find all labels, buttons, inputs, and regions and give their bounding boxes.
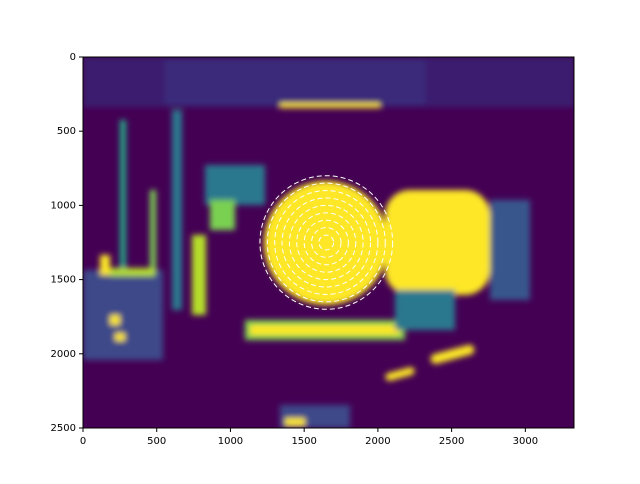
dashed-circle: [303, 219, 349, 266]
x-tick-label: 2000: [365, 436, 390, 447]
dashed-circle: [281, 197, 372, 288]
x-tick-label: 3000: [513, 436, 538, 447]
x-tick-label: 500: [147, 436, 166, 447]
dashed-circle: [274, 190, 379, 295]
y-tick-label: 2000: [51, 349, 76, 360]
dashed-circle: [288, 204, 364, 281]
axes-frame: [82, 56, 575, 429]
x-tick-label: 2500: [439, 436, 464, 447]
dashed-circle: [266, 182, 386, 303]
image-content: [83, 57, 574, 428]
dashed-circle: [296, 212, 357, 273]
image: [83, 57, 574, 428]
y-tick-label: 1500: [51, 275, 76, 286]
x-tick-label: 1000: [218, 436, 243, 447]
dashed-circle: [311, 227, 342, 258]
x-tick-label: 0: [80, 436, 86, 447]
y-tick-label: 2500: [51, 423, 76, 434]
dashed-circle: [259, 175, 394, 310]
y-tick-label: 1000: [51, 200, 76, 211]
dashed-circle: [318, 234, 335, 251]
x-tick-label: 1500: [291, 436, 316, 447]
y-tick-label: 0: [70, 52, 76, 63]
y-tick-label: 500: [57, 126, 76, 137]
